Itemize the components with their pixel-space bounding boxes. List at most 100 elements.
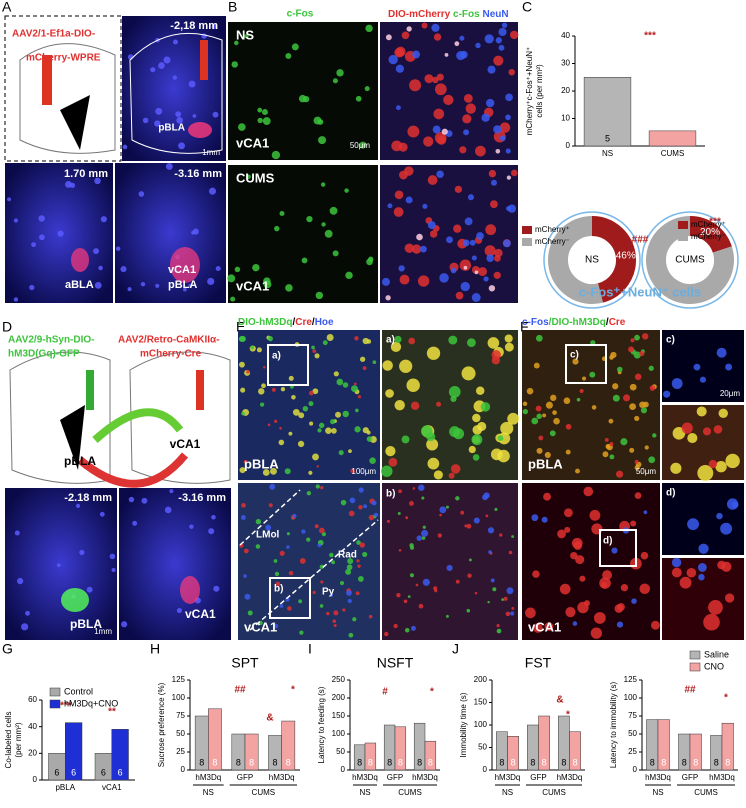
cell bbox=[687, 433, 698, 444]
cell bbox=[321, 222, 326, 227]
cell bbox=[306, 215, 313, 223]
cell bbox=[531, 514, 539, 522]
cell bbox=[564, 508, 573, 518]
cell bbox=[612, 383, 619, 390]
cell bbox=[639, 583, 651, 595]
cell bbox=[511, 535, 515, 538]
cell bbox=[648, 456, 656, 464]
cell bbox=[359, 356, 366, 362]
legend-swatch bbox=[522, 238, 532, 246]
cell bbox=[398, 549, 402, 552]
cell bbox=[411, 244, 422, 254]
cell bbox=[696, 406, 707, 417]
cell bbox=[385, 295, 391, 301]
cell bbox=[262, 117, 271, 126]
cell bbox=[273, 623, 279, 629]
cell bbox=[244, 34, 249, 39]
cell bbox=[522, 401, 528, 407]
chart-title: NSFT bbox=[377, 655, 414, 671]
label: vCA1 bbox=[170, 437, 201, 451]
cell bbox=[725, 453, 740, 469]
cell bbox=[461, 366, 476, 381]
cell bbox=[401, 31, 410, 40]
cell bbox=[243, 548, 249, 554]
bar bbox=[244, 733, 259, 771]
cell bbox=[385, 34, 392, 41]
bar bbox=[721, 722, 734, 771]
significance: *** bbox=[60, 701, 72, 712]
cell bbox=[525, 607, 536, 619]
bar bbox=[657, 719, 670, 771]
cell bbox=[347, 558, 354, 565]
legend-label: mCherry⁻ bbox=[535, 237, 570, 246]
cell bbox=[581, 376, 587, 381]
cell bbox=[368, 614, 373, 619]
stain-part: / bbox=[480, 9, 483, 20]
cell bbox=[533, 362, 540, 369]
cell bbox=[388, 457, 398, 467]
cell bbox=[393, 207, 404, 217]
cell bbox=[630, 520, 637, 527]
cell bbox=[505, 148, 511, 154]
cell bbox=[511, 169, 518, 177]
cell bbox=[231, 61, 238, 68]
cell bbox=[14, 530, 20, 536]
cell bbox=[421, 536, 426, 540]
cell bbox=[444, 53, 449, 57]
cell bbox=[243, 574, 247, 578]
n-label: 8 bbox=[212, 757, 217, 767]
label: J bbox=[452, 641, 459, 657]
cell bbox=[697, 464, 714, 481]
cell bbox=[121, 621, 128, 628]
cell bbox=[526, 387, 534, 395]
cell bbox=[247, 610, 253, 616]
cell bbox=[493, 125, 502, 134]
cell bbox=[138, 191, 145, 197]
y-tick-label: 20 bbox=[28, 748, 37, 757]
cell bbox=[326, 611, 330, 616]
value-label: 20% bbox=[700, 227, 720, 238]
cell bbox=[141, 497, 148, 504]
n-label: 8 bbox=[199, 757, 204, 767]
y-axis-label: Sucrose preference (%) bbox=[157, 682, 166, 767]
y-tick-label: 0 bbox=[341, 765, 346, 774]
cell bbox=[412, 487, 416, 490]
cell bbox=[649, 385, 656, 391]
cell bbox=[552, 410, 557, 415]
cell bbox=[280, 387, 286, 392]
label: vCA1 bbox=[168, 264, 196, 276]
cell bbox=[570, 551, 578, 560]
cell bbox=[640, 407, 648, 414]
cell bbox=[387, 203, 393, 209]
significance: ### bbox=[632, 235, 649, 246]
cell bbox=[410, 545, 415, 550]
cell bbox=[331, 560, 336, 565]
cell bbox=[697, 563, 707, 572]
label: LMol bbox=[256, 530, 280, 541]
cell bbox=[385, 445, 396, 457]
y-tick-label: 60 bbox=[28, 695, 37, 704]
x-tick-label: CUMS bbox=[661, 149, 685, 158]
label: NS bbox=[236, 27, 254, 42]
cell bbox=[244, 593, 251, 600]
micrograph bbox=[5, 488, 117, 640]
cell bbox=[628, 346, 635, 353]
n-label: 6 bbox=[54, 767, 59, 777]
stain-part: Cre bbox=[609, 317, 626, 328]
cell bbox=[403, 599, 408, 604]
y-tick-label: 0 bbox=[633, 765, 638, 774]
cell bbox=[362, 366, 367, 371]
cell bbox=[409, 501, 414, 506]
cell bbox=[495, 148, 501, 154]
cell bbox=[332, 619, 337, 623]
cell bbox=[230, 296, 236, 302]
cell bbox=[176, 607, 183, 614]
cell bbox=[629, 403, 637, 411]
y-tick-label: 10 bbox=[561, 114, 570, 123]
cell bbox=[679, 576, 692, 589]
cell bbox=[320, 580, 324, 584]
label: b) bbox=[386, 489, 395, 500]
cell bbox=[401, 435, 410, 444]
n-label: 8 bbox=[682, 757, 687, 767]
cell bbox=[406, 378, 420, 392]
